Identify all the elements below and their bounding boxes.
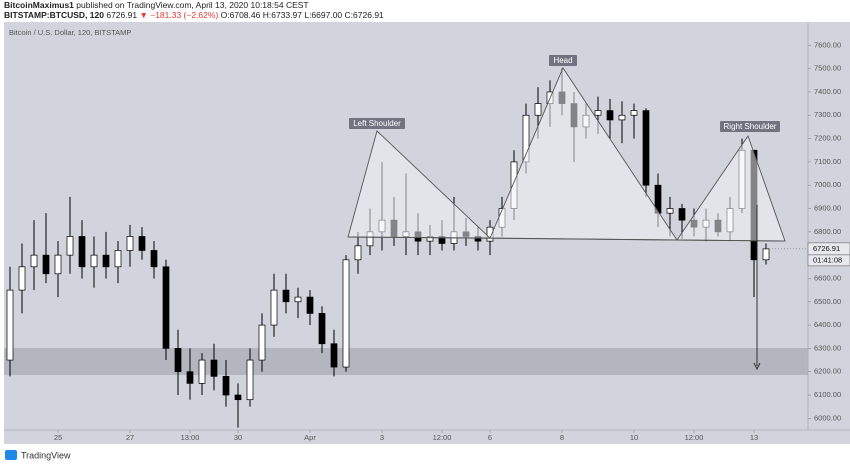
x-tick-label: 8: [560, 433, 564, 442]
y-tick-label: 6800.00: [814, 227, 841, 236]
annotation-box: [349, 118, 405, 129]
symbol-line: BITSTAMP:BTCUSD, 120 6726.91 ▼ −181.33 (…: [4, 10, 384, 20]
candle-body: [642, 110, 650, 186]
y-tick-label: 7600.00: [814, 40, 841, 49]
candle-body: [318, 313, 326, 345]
low: L:6697.00: [304, 10, 342, 20]
last-price-label: 6726.91: [813, 244, 840, 253]
y-tick-label: 7000.00: [814, 180, 841, 189]
close: C:6726.91: [345, 10, 384, 20]
candle-body: [126, 236, 134, 251]
candle-body: [66, 236, 74, 256]
y-tick-label: 7100.00: [814, 157, 841, 166]
candle-body: [90, 254, 98, 268]
candle-body: [174, 348, 182, 373]
candle-body: [258, 324, 266, 361]
candle-body: [606, 110, 614, 121]
candle-body: [78, 236, 86, 268]
candle-body: [630, 110, 638, 116]
annotation: Head: [553, 56, 572, 65]
open: O:6708.46: [221, 10, 261, 20]
symbol: BITSTAMP:BTCUSD, 120: [4, 10, 104, 20]
candle-body: [234, 394, 242, 401]
neckline: [347, 236, 786, 242]
chart-title: Bitcoin / U.S. Dollar, 120, BITSTAMP: [9, 28, 131, 37]
x-tick-label: 13: [750, 433, 758, 442]
candle-body: [678, 208, 686, 221]
candle-body: [138, 236, 146, 251]
candle-body: [666, 208, 674, 214]
x-tick-label: 27: [126, 433, 134, 442]
y-tick-label: 7200.00: [814, 134, 841, 143]
candle-body: [534, 103, 542, 116]
candle-body: [198, 359, 206, 384]
candle-body: [222, 376, 230, 396]
candle-body: [294, 296, 302, 303]
candle-body: [18, 266, 26, 291]
y-tick-label: 7400.00: [814, 87, 841, 96]
countdown-box: [807, 254, 850, 267]
arrow-head: [753, 362, 761, 371]
y-tick-label: 6900.00: [814, 203, 841, 212]
annotation-box: [549, 55, 577, 66]
candle-body: [54, 254, 62, 275]
y-tick-label: 6400.00: [814, 320, 841, 329]
x-tick-label: 6: [488, 433, 492, 442]
x-tick-label: 30: [234, 433, 242, 442]
y-tick-label: 7500.00: [814, 64, 841, 73]
countdown: 01:41:08: [813, 255, 842, 264]
candle-body: [210, 359, 218, 377]
candle-body: [102, 254, 110, 268]
x-tick-label: 13:00: [181, 433, 200, 442]
candle-body: [594, 110, 602, 116]
y-tick-label: 6300.00: [814, 343, 841, 352]
x-tick-label: 10: [630, 433, 638, 442]
author: BitcoinMaximus1: [4, 0, 74, 10]
candle-body: [762, 248, 770, 261]
price-axis: [808, 22, 850, 430]
time-axis: [4, 430, 850, 444]
candle-body: [342, 259, 350, 368]
candle-body: [150, 250, 158, 268]
candle-body: [330, 343, 338, 368]
candle-body: [186, 371, 194, 384]
logo-text: TradingView: [21, 450, 71, 460]
y-tick-label: 6200.00: [814, 367, 841, 376]
y-tick-label: 6500.00: [814, 297, 841, 306]
logo-icon: [5, 450, 17, 460]
annotation-box: [720, 121, 780, 132]
x-tick-label: 12:00: [433, 433, 452, 442]
annotation: Right Shoulder: [724, 122, 777, 131]
candle-body: [6, 289, 14, 361]
candle-body: [354, 245, 362, 261]
candle-body: [162, 266, 170, 349]
candle-body: [30, 254, 38, 268]
high: H:6733.97: [263, 10, 302, 20]
y-tick-label: 7300.00: [814, 110, 841, 119]
annotation: Left Shoulder: [353, 119, 401, 128]
x-tick-label: 3: [380, 433, 384, 442]
last: 6726.91: [106, 10, 137, 20]
x-tick-label: Apr: [304, 433, 316, 442]
header-line: BitcoinMaximus1 published on TradingView…: [4, 0, 309, 10]
y-tick-label: 6600.00: [814, 273, 841, 282]
x-tick-label: 12:00: [685, 433, 704, 442]
candle-body: [282, 289, 290, 303]
candle-body: [114, 250, 122, 268]
candle-body: [618, 114, 626, 121]
candle-body: [246, 359, 254, 401]
candle-body: [270, 289, 278, 326]
candle-body: [42, 254, 50, 275]
x-tick-label: 25: [54, 433, 62, 442]
published: published on TradingView.com, April 13, …: [76, 0, 308, 10]
candle-body: [306, 296, 314, 314]
change: ▼ −181.33 (−2.62%): [139, 10, 218, 20]
y-tick-label: 6000.00: [814, 413, 841, 422]
support-zone: [4, 348, 808, 375]
y-tick-label: 6100.00: [814, 390, 841, 399]
